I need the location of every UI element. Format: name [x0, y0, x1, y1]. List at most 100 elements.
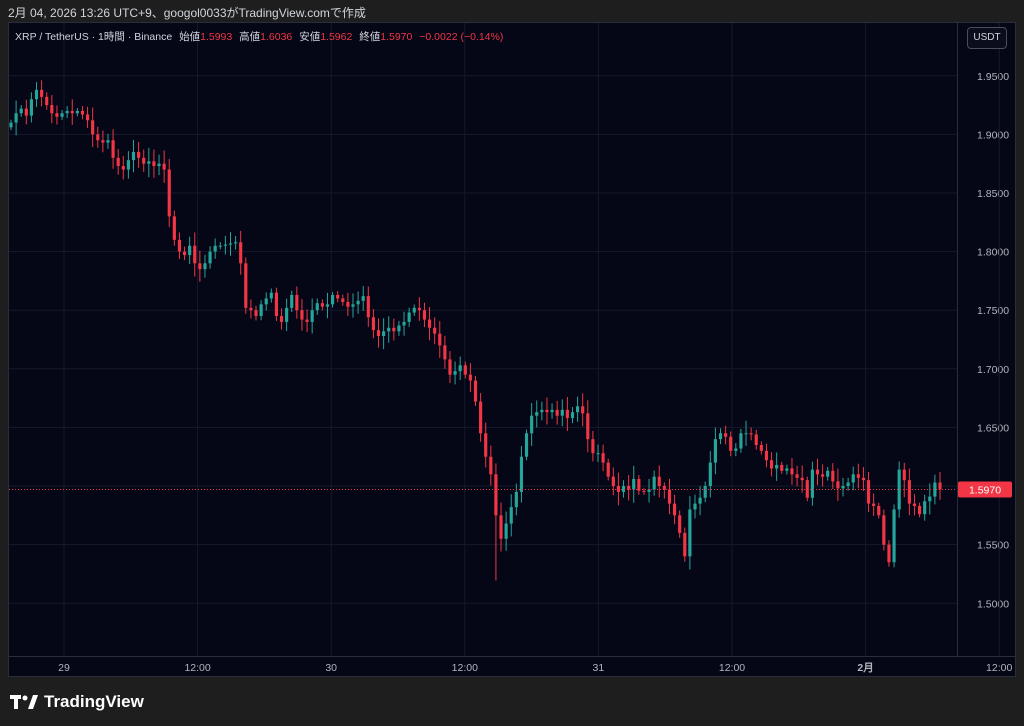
candle-body: [249, 307, 253, 311]
candle-body: [101, 140, 105, 143]
candle-body: [75, 110, 79, 114]
low-value: 1.5962: [320, 31, 353, 43]
candle-body: [530, 415, 534, 434]
high-value: 1.6036: [260, 31, 293, 43]
candle-body: [259, 304, 263, 317]
x-tick-label: 12:00: [452, 662, 478, 674]
candle-body: [831, 470, 835, 482]
symbol-info[interactable]: XRP / TetherUS · 1時間 · Binance: [15, 31, 173, 43]
candle-body: [841, 486, 845, 489]
open-value: 1.5993: [200, 31, 233, 43]
candle-body: [866, 480, 871, 504]
candle-body: [213, 245, 217, 252]
candle-body: [586, 413, 590, 440]
candle-body: [310, 310, 314, 322]
close-label: 終値: [359, 31, 381, 43]
candle-body: [300, 310, 304, 320]
candle-body: [402, 321, 406, 326]
candle-body: [208, 251, 212, 264]
chart-panel[interactable]: 1.9500 1.9000 1.8500 1.8000 1.7500 1.7000 1.65…: [8, 22, 1016, 677]
tradingview-brand[interactable]: TradingView: [10, 692, 144, 712]
candle-body: [34, 89, 39, 100]
candle-body: [346, 301, 350, 307]
candle-body: [356, 300, 360, 305]
candle-body: [325, 304, 330, 307]
candle-body: [759, 445, 763, 451]
candle-body: [336, 294, 340, 299]
candle-body: [642, 490, 646, 492]
candle-body: [295, 294, 299, 311]
candle-body: [468, 374, 472, 381]
candle-body: [228, 243, 233, 245]
candle-body: [560, 409, 564, 416]
candle-body: [724, 433, 728, 437]
candle-body: [412, 307, 416, 313]
candle-body: [361, 296, 365, 301]
candle-body: [683, 532, 687, 557]
candle-body: [775, 464, 779, 469]
y-tick-label: 1.5000: [977, 598, 1009, 610]
candle-body: [24, 108, 28, 116]
candle-body: [29, 99, 33, 116]
candle-body: [877, 505, 881, 516]
candle-body: [382, 331, 386, 336]
candle-body: [826, 470, 830, 477]
candle-body: [708, 462, 712, 487]
candle-body: [182, 251, 187, 256]
candle-body: [627, 486, 631, 490]
candle-body: [912, 503, 917, 506]
candle-body: [550, 409, 554, 413]
candle-body: [887, 544, 891, 563]
candle-body: [96, 134, 100, 141]
candle-body: [137, 151, 141, 158]
candle-body: [203, 263, 207, 270]
candle-body: [366, 296, 370, 318]
candle-body: [872, 503, 876, 506]
y-tick-label: 1.8000: [977, 247, 1009, 259]
y-tick-label: 1.6500: [977, 422, 1009, 434]
candle-body: [897, 469, 901, 510]
currency-button[interactable]: USDT: [967, 27, 1007, 49]
candle-body: [85, 114, 90, 121]
candle-body: [341, 298, 345, 302]
candle-body: [652, 476, 656, 490]
candle-body: [698, 497, 702, 504]
candle-body: [565, 409, 569, 419]
candle-body: [14, 113, 18, 123]
candle-body: [40, 89, 44, 97]
candle-body: [172, 216, 176, 240]
candle-body: [734, 448, 738, 451]
candle-body: [479, 401, 483, 434]
candle-body: [473, 380, 478, 402]
open-label: 始値: [179, 31, 201, 43]
candle-body: [494, 474, 498, 516]
candle-body: [851, 474, 855, 483]
candle-body: [785, 468, 789, 471]
low-label: 安値: [299, 31, 321, 43]
candlestick-chart[interactable]: 1.9500 1.9000 1.8500 1.8000 1.7500 1.7000 1.65…: [9, 23, 1015, 676]
candle-body: [882, 515, 886, 545]
x-tick-label: 30: [325, 662, 337, 674]
candle-body: [121, 166, 125, 170]
candle-body: [902, 469, 906, 481]
candle-body: [805, 480, 809, 498]
candle-body: [177, 239, 182, 252]
candle-body: [856, 474, 860, 478]
candle-body: [764, 450, 769, 461]
candle-body: [591, 439, 595, 454]
candle-body: [570, 412, 575, 419]
candle-body: [576, 406, 580, 413]
candle-body: [422, 310, 427, 320]
candle-body: [218, 245, 222, 247]
candle-body: [55, 113, 59, 117]
candle-body: [739, 433, 743, 449]
candle-body: [198, 263, 202, 270]
candle-body: [453, 371, 457, 375]
candle-body: [800, 477, 804, 481]
candle-body: [611, 476, 615, 487]
candle-body: [106, 140, 110, 143]
candle-body: [111, 140, 115, 158]
candle-body: [632, 478, 636, 490]
candle-body: [70, 110, 74, 114]
candle-body: [836, 481, 840, 489]
